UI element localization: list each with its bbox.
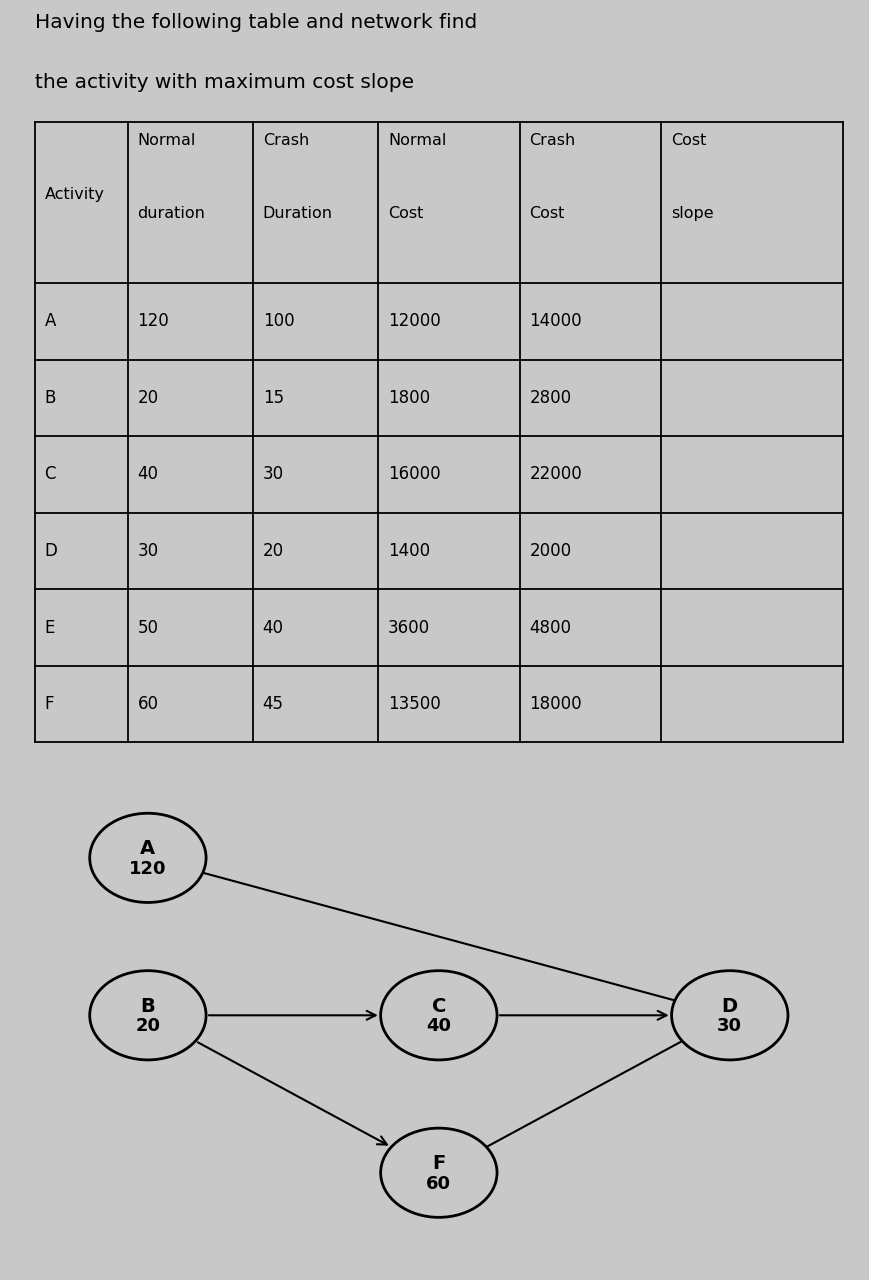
- Text: 40: 40: [137, 466, 158, 484]
- Text: Cost: Cost: [388, 206, 423, 221]
- Text: 50: 50: [137, 618, 158, 636]
- Text: 60: 60: [137, 695, 158, 713]
- Text: 120: 120: [137, 312, 169, 330]
- Text: Cost: Cost: [671, 133, 706, 147]
- Text: B: B: [44, 389, 56, 407]
- Text: A: A: [44, 312, 56, 330]
- Text: D: D: [722, 997, 738, 1016]
- Text: 12000: 12000: [388, 312, 441, 330]
- Text: 100: 100: [262, 312, 295, 330]
- Text: D: D: [44, 541, 57, 559]
- Text: 40: 40: [262, 618, 283, 636]
- Text: slope: slope: [671, 206, 713, 221]
- Text: 1800: 1800: [388, 389, 430, 407]
- Text: 30: 30: [717, 1018, 742, 1036]
- Text: the activity with maximum cost slope: the activity with maximum cost slope: [35, 73, 414, 92]
- Text: 1400: 1400: [388, 541, 430, 559]
- Text: 13500: 13500: [388, 695, 441, 713]
- Text: 40: 40: [427, 1018, 451, 1036]
- Ellipse shape: [90, 970, 206, 1060]
- Text: Crash: Crash: [529, 133, 575, 147]
- Text: E: E: [44, 618, 55, 636]
- Ellipse shape: [381, 970, 497, 1060]
- Text: 2800: 2800: [529, 389, 572, 407]
- Text: F: F: [44, 695, 54, 713]
- Text: 16000: 16000: [388, 466, 441, 484]
- Ellipse shape: [90, 813, 206, 902]
- Text: 2000: 2000: [529, 541, 572, 559]
- Text: 20: 20: [136, 1018, 161, 1036]
- Text: F: F: [432, 1155, 446, 1174]
- Ellipse shape: [672, 970, 788, 1060]
- Text: 30: 30: [137, 541, 158, 559]
- Text: Normal: Normal: [137, 133, 196, 147]
- Text: Having the following table and network find: Having the following table and network f…: [35, 13, 477, 32]
- Text: 20: 20: [262, 541, 284, 559]
- Text: Cost: Cost: [529, 206, 565, 221]
- Text: 18000: 18000: [529, 695, 582, 713]
- Text: Normal: Normal: [388, 133, 447, 147]
- Text: 60: 60: [427, 1175, 451, 1193]
- Text: 30: 30: [262, 466, 284, 484]
- Text: C: C: [432, 997, 446, 1016]
- Text: 22000: 22000: [529, 466, 582, 484]
- Text: 14000: 14000: [529, 312, 582, 330]
- Text: Duration: Duration: [262, 206, 333, 221]
- Text: 45: 45: [262, 695, 283, 713]
- Text: 4800: 4800: [529, 618, 571, 636]
- Text: Crash: Crash: [262, 133, 308, 147]
- Text: 15: 15: [262, 389, 284, 407]
- Text: C: C: [44, 466, 56, 484]
- Text: duration: duration: [137, 206, 205, 221]
- Text: B: B: [141, 997, 156, 1016]
- Text: 20: 20: [137, 389, 158, 407]
- Text: 3600: 3600: [388, 618, 430, 636]
- Ellipse shape: [381, 1128, 497, 1217]
- Text: Activity: Activity: [44, 187, 104, 202]
- Text: A: A: [140, 840, 156, 859]
- Text: 120: 120: [129, 860, 167, 878]
